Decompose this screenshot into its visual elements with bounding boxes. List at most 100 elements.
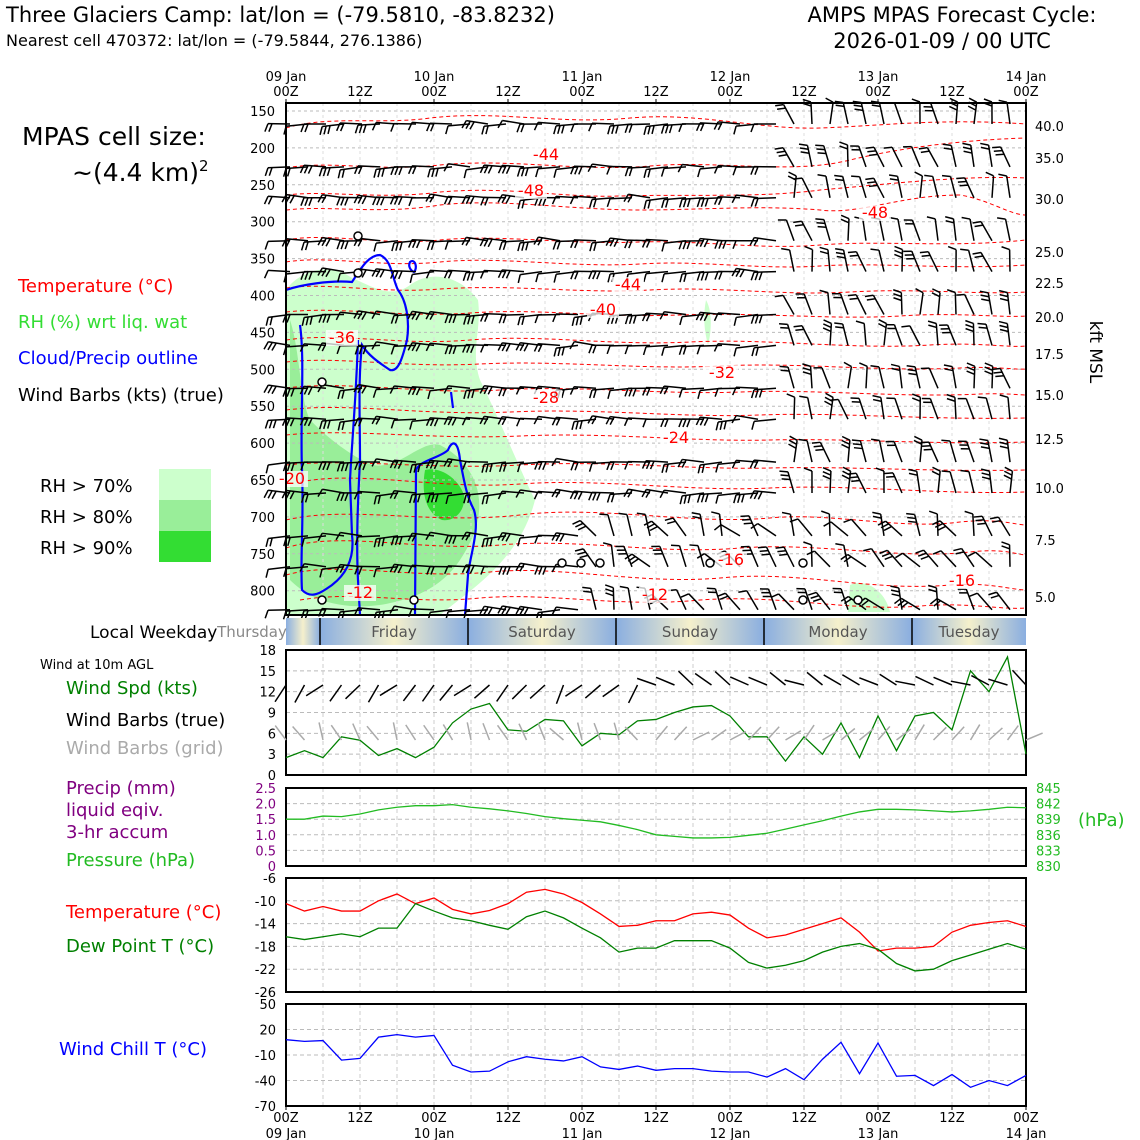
wind-barb-flag	[754, 166, 759, 175]
contour-line	[285, 259, 1027, 268]
wind-barb-flag	[754, 315, 759, 324]
wind-barb-flag	[373, 495, 377, 505]
wind-barb-flag	[627, 194, 633, 203]
wind-barb-flag	[462, 272, 467, 281]
wind-barb-flag	[713, 343, 719, 352]
wind-barb-flag	[337, 169, 341, 179]
wind-barb-flag	[819, 250, 829, 255]
wind-barb-flag	[462, 461, 467, 470]
wind-barb-flag	[523, 343, 529, 352]
weekday-segment	[912, 618, 1026, 645]
wind-barb-flag	[607, 273, 611, 283]
grid-wind-barb	[496, 724, 509, 741]
wind-barb-flag	[624, 345, 629, 355]
wind-barb-shaft	[448, 492, 471, 497]
wind-barb-flag	[588, 389, 593, 399]
wind-barb-shaft	[789, 514, 795, 537]
wind-barb-flag	[263, 489, 269, 499]
wind-barb-flag	[593, 242, 597, 251]
wind-barb-flag	[774, 147, 784, 150]
wind-barb-flag	[664, 124, 669, 134]
wind-barb-shaft	[519, 417, 543, 420]
wind-barb-flag	[525, 241, 529, 251]
wind-barb-flag	[825, 97, 834, 103]
wind-barb-shaft	[797, 518, 813, 537]
precip-legend-2: liquid eqiv.	[66, 800, 163, 821]
wind-barb-flag	[753, 237, 759, 247]
true-wind-barb	[627, 684, 639, 704]
wind-barb-flag	[372, 389, 377, 398]
wind-barb-flag	[869, 153, 878, 157]
wind-barb-flag	[443, 458, 449, 467]
wind-barb-flag	[263, 270, 269, 279]
contour-label: -48	[862, 203, 888, 222]
wind-barb-shaft	[645, 344, 669, 348]
wind-barb-flag	[445, 495, 449, 505]
wind-barb-flag	[776, 150, 786, 154]
wind-barb-flag	[900, 601, 909, 609]
wind-barb-flag	[341, 390, 345, 399]
wind-barb-flag	[802, 371, 812, 376]
wind-barb-flag	[983, 98, 993, 103]
wind-barb-flag	[894, 253, 903, 259]
wind-barb-flag	[853, 446, 863, 450]
profile-right-tick: 7.5	[1035, 534, 1056, 549]
wind-barb-flag	[487, 238, 493, 248]
wind-barb-flag	[901, 325, 910, 328]
calm-circle	[409, 595, 419, 605]
wind-barb-flag	[426, 494, 431, 503]
wind-barb-flag	[822, 327, 832, 333]
wind-barb-flag	[300, 494, 305, 503]
wind-barb-flag	[592, 270, 597, 280]
wind-barb-shaft	[376, 239, 399, 244]
wind-barb-flag	[579, 554, 589, 559]
wind-barb-flag	[303, 386, 309, 395]
wind-barb-flag	[932, 288, 941, 294]
wind-barb-flag	[523, 607, 529, 616]
wind-barb-flag	[409, 494, 413, 504]
wind-barb-flag	[588, 463, 593, 472]
true-wind-barb	[565, 684, 583, 697]
contour-label: -48	[518, 181, 544, 200]
wind-barb-flag	[877, 520, 887, 526]
wind-barb-flag	[452, 535, 457, 544]
wind-barb-flag	[835, 104, 845, 108]
wind-barb-shaft	[717, 312, 741, 316]
wind-barb-flag	[286, 314, 291, 323]
wind-barb-flag	[465, 532, 471, 541]
wind-barb-flag	[429, 460, 435, 469]
wind-barb-flag	[308, 271, 313, 280]
grid-wind-barb	[482, 722, 491, 741]
wind-barb-shaft	[483, 269, 507, 273]
wind-barb-flag	[325, 268, 331, 278]
wind-barb-flag	[461, 417, 467, 426]
wind-barb-flag	[519, 342, 525, 352]
wind-barb-flag	[407, 342, 413, 351]
wind-barb-flag	[803, 467, 813, 472]
wind-barb-flag	[574, 271, 579, 280]
wind-barb-flag	[502, 241, 507, 251]
wind-barb-flag	[822, 467, 832, 472]
true-wind-barb	[933, 676, 953, 686]
wind-barb-flag	[555, 417, 561, 426]
wind-barb-flag	[802, 98, 812, 103]
wind-barb-flag	[941, 174, 951, 178]
pressure-line	[286, 803, 1027, 839]
wind-barb-flag	[271, 490, 277, 500]
contour-label-bg	[530, 147, 562, 163]
wind-barb-flag	[322, 314, 327, 323]
wind-barb-flag	[661, 464, 665, 474]
wind-barb-flag	[700, 493, 705, 503]
wind-barb-flag	[389, 564, 395, 573]
wind-barb-flag	[661, 273, 665, 283]
grid-wind-barb	[518, 723, 528, 741]
wind-barb-flag	[469, 565, 475, 574]
wind-barb-flag	[949, 97, 958, 103]
wind-barb-flag	[411, 386, 417, 396]
profile-y-tick: 500	[250, 363, 275, 378]
wind-barb-shaft	[466, 608, 489, 613]
wind-barb-flag	[921, 444, 931, 448]
wind-barb-flag	[498, 314, 503, 324]
grid-wind-barb	[803, 724, 815, 741]
wind-barb-shaft	[688, 593, 705, 611]
